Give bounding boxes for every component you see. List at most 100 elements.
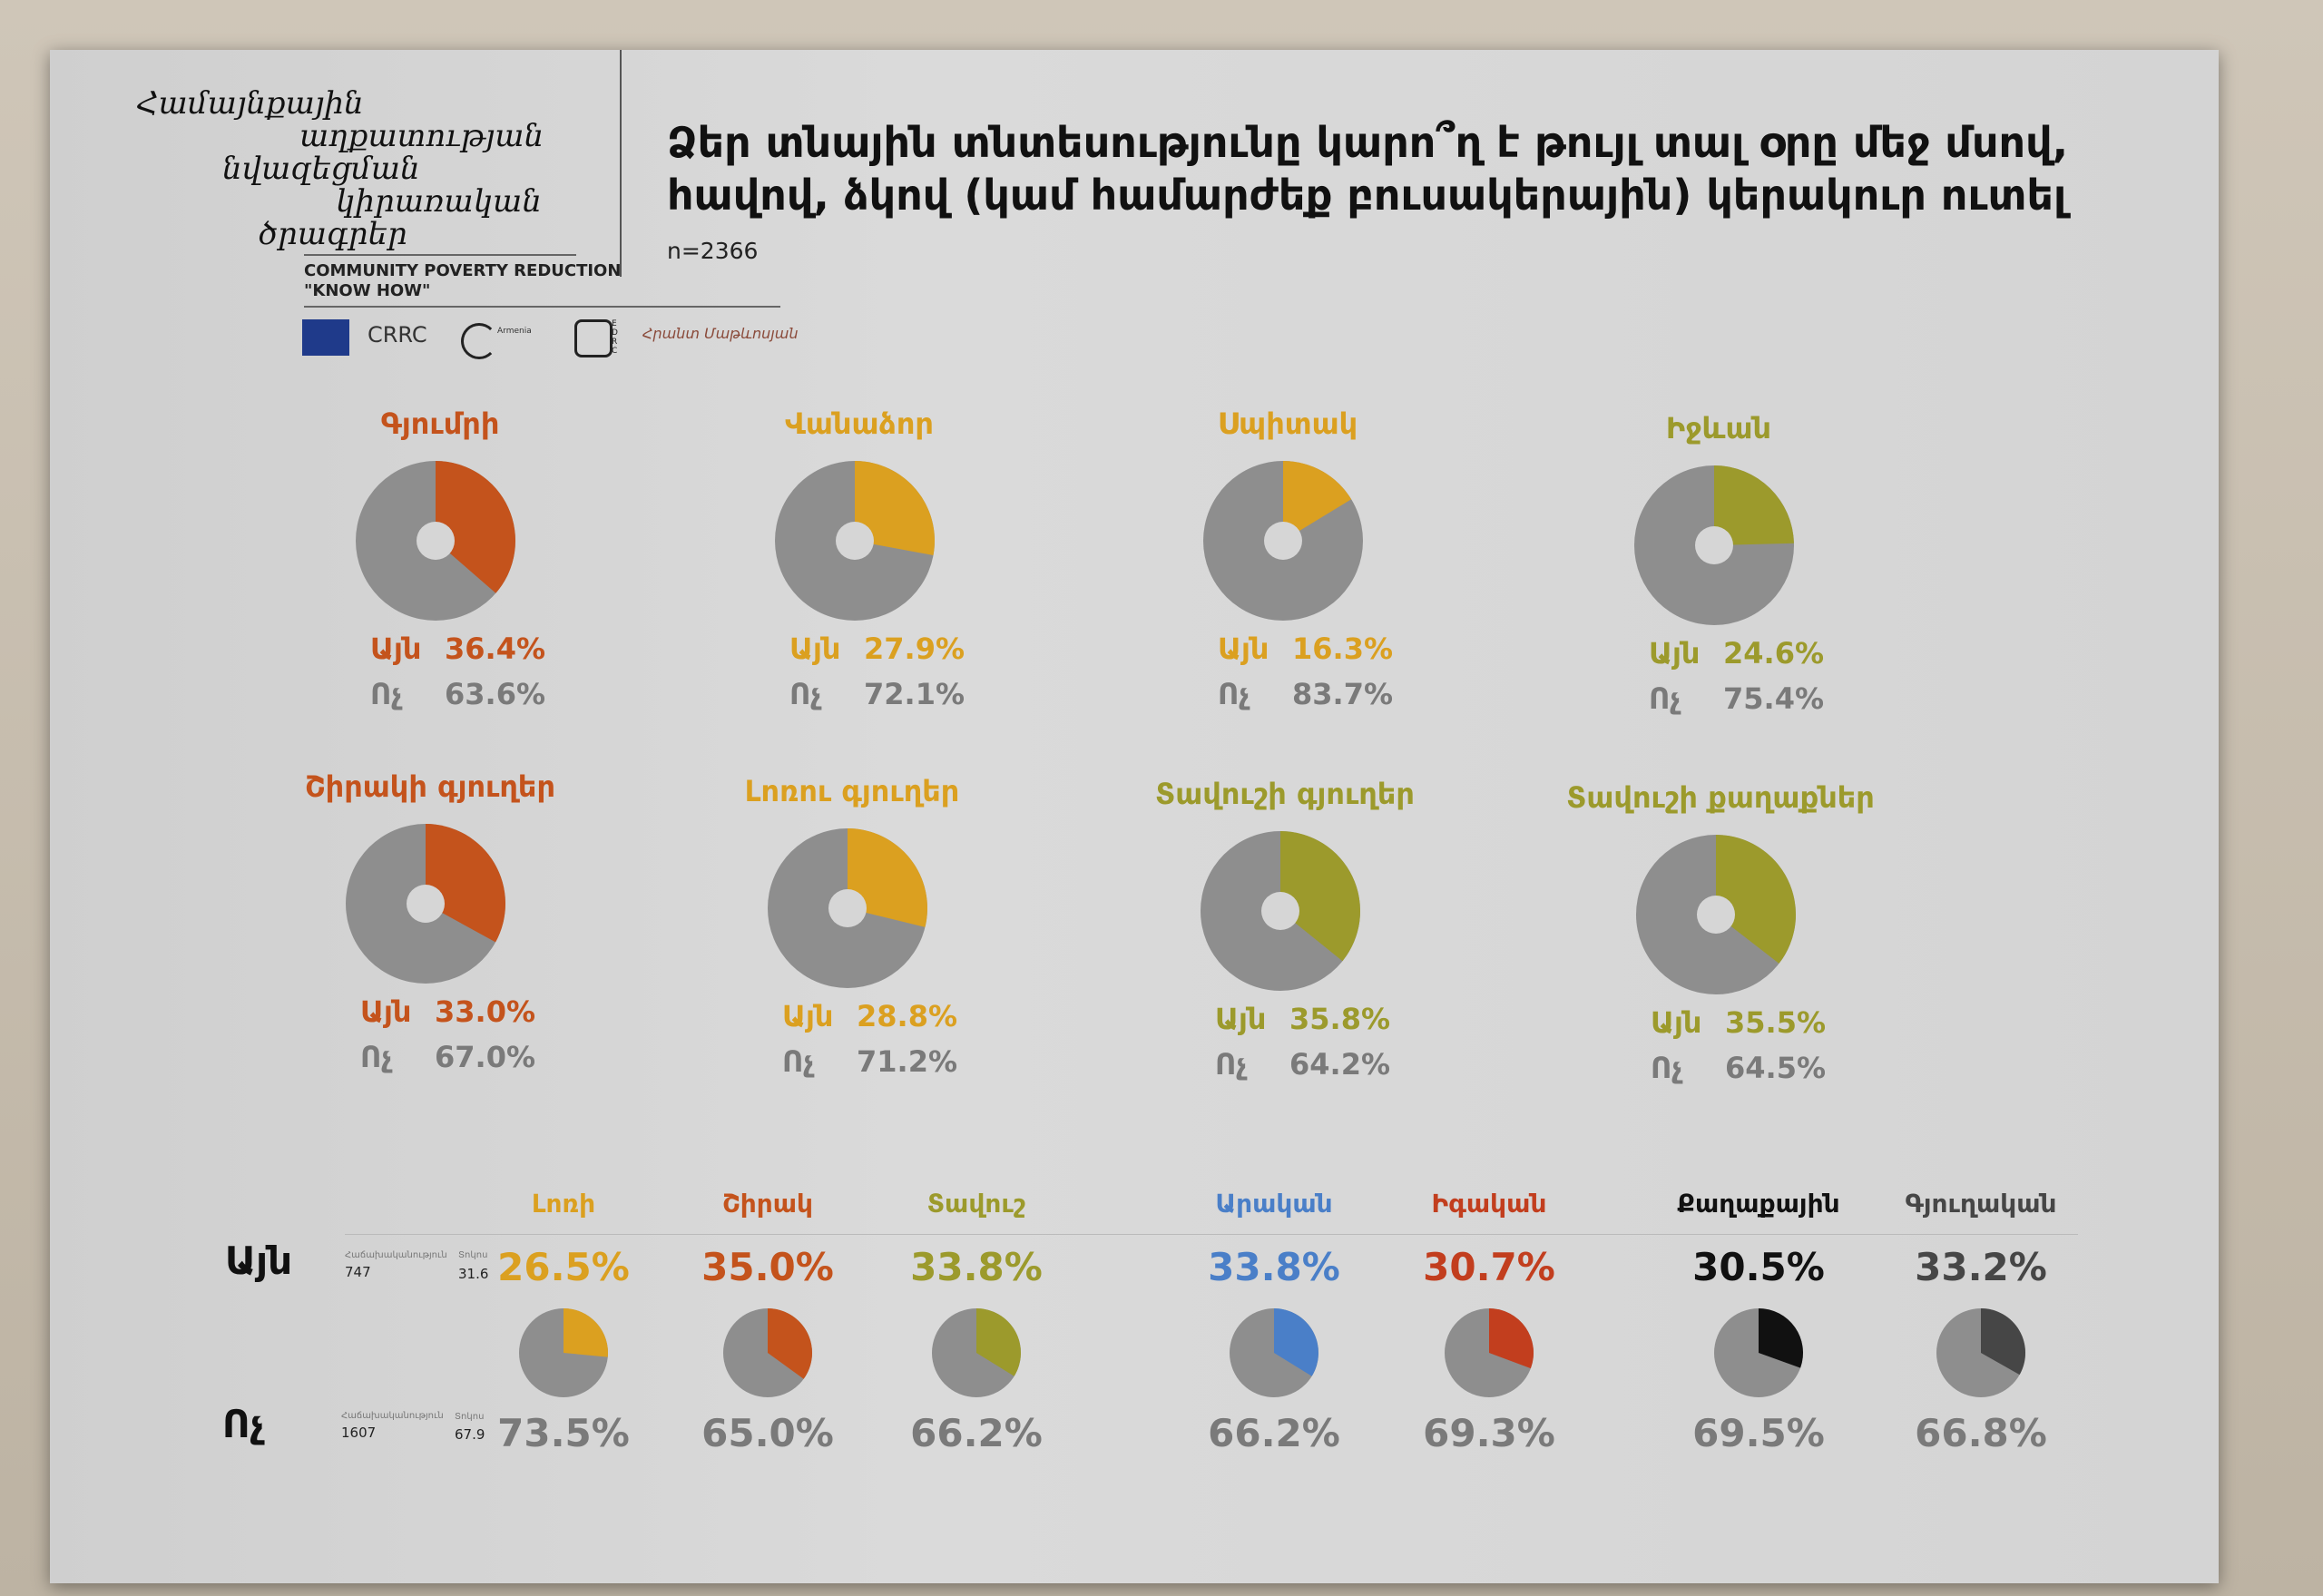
project-name-line-2: "KNOW HOW" [304, 281, 431, 300]
summary-pie-title: Տավուշ [926, 1189, 1026, 1219]
no-value: 64.5% [1725, 1051, 1827, 1085]
poster [50, 50, 2219, 1583]
pie-slice-yes [1274, 1308, 1318, 1376]
pie-slice-yes [564, 1308, 608, 1357]
header-divider [620, 50, 622, 277]
no-percent: 67.9 [455, 1426, 485, 1443]
summary-no-value: 66.2% [910, 1411, 1043, 1455]
donut-hole [828, 889, 867, 927]
yes-freq-header: Հաճախականություն [345, 1250, 447, 1260]
no-value: 72.1% [864, 677, 965, 711]
eu-flag-logo [302, 319, 349, 356]
no-frequency: 1607 [341, 1425, 377, 1441]
pie-slice-yes [1714, 465, 1794, 545]
donut-hole [417, 522, 455, 560]
no-label: Ոչ [1215, 1047, 1248, 1082]
sample-size: n=2366 [667, 238, 759, 264]
no-pct-header: Տոկոս [455, 1412, 485, 1422]
pie-title: Գյումրի [380, 406, 500, 441]
summary-no-value: 69.5% [1692, 1411, 1825, 1455]
pie-title: Վանաձոր [785, 406, 934, 441]
pie-slice-yes [436, 461, 515, 593]
project-logo-line-5: ծրագրեր [259, 216, 407, 252]
divider [304, 254, 576, 256]
yes-percent: 31.6 [458, 1266, 489, 1282]
pie-slice-yes [1759, 1308, 1803, 1368]
summary-yes-value: 33.8% [1208, 1245, 1340, 1289]
summary-pie-title: Գյուղական [1905, 1189, 2057, 1219]
project-logo-line-3: նվազեցման [222, 151, 420, 187]
yes-label: Այն [789, 632, 841, 666]
project-logo-line-1: Համայնքային [136, 85, 364, 122]
summary-yes-value: 30.5% [1692, 1245, 1825, 1289]
donut-hole [1261, 892, 1299, 930]
no-value: 64.2% [1289, 1047, 1391, 1082]
pie-slice-yes [1283, 461, 1352, 541]
pie-slice-yes [855, 461, 935, 555]
project-logo-line-4: կիրառական [336, 183, 542, 220]
yes-frequency: 747 [345, 1264, 371, 1280]
summary-no-value: 66.2% [1208, 1411, 1340, 1455]
summary-no-value: 69.3% [1423, 1411, 1555, 1455]
no-label: Ոչ [1218, 677, 1250, 711]
summary-pie-title: Իգական [1431, 1189, 1547, 1219]
pie-title: Շիրակի գյուղեր [304, 769, 556, 804]
summary-pie-title: Շիրակ [721, 1189, 814, 1219]
project-logo-line-2: աղքատության [299, 118, 544, 154]
summary-pie-title: Արական [1215, 1189, 1333, 1219]
yes-row-label: Այն [225, 1239, 293, 1283]
pie-title: Տավուշի քաղաքներ [1566, 780, 1875, 815]
yes-value: 35.5% [1725, 1005, 1827, 1040]
donut-hole [836, 522, 874, 560]
pie-slice-yes [1981, 1308, 2025, 1376]
summary-pie-title: Լոռի [531, 1189, 596, 1219]
donut-hole [407, 885, 445, 923]
yes-label: Այն [1651, 1005, 1702, 1040]
summary-divider [345, 1234, 2078, 1235]
yes-value: 28.8% [857, 999, 958, 1033]
summary-no-value: 66.8% [1915, 1411, 2047, 1455]
yes-label: Այն [360, 994, 412, 1029]
pie-slice-yes [848, 828, 927, 927]
no-label: Ոչ [1649, 681, 1681, 716]
summary-yes-value: 33.8% [910, 1245, 1043, 1289]
summary-yes-value: 35.0% [701, 1245, 834, 1289]
pie-slice-yes [426, 824, 506, 943]
edrc-logo-text: EDRC [612, 319, 618, 356]
pie-slice-yes [1489, 1308, 1534, 1369]
yes-value: 16.3% [1292, 632, 1394, 666]
yes-value: 33.0% [435, 994, 536, 1029]
yes-value: 24.6% [1723, 636, 1825, 671]
summary-pie-title: Քաղաքային [1677, 1189, 1840, 1219]
pie-slice-yes [976, 1308, 1021, 1376]
summary-yes-value: 26.5% [497, 1245, 630, 1289]
summary-yes-value: 33.2% [1915, 1245, 2047, 1289]
summary-no-value: 73.5% [497, 1411, 630, 1455]
summary-yes-value: 30.7% [1423, 1245, 1555, 1289]
donut-hole [1264, 522, 1302, 560]
yes-label: Այն [1218, 632, 1269, 666]
no-freq-header: Հաճախականություն [341, 1411, 444, 1421]
pie-title: Լոռու գյուղեր [744, 774, 960, 808]
yes-pct-header: Տոկոս [458, 1250, 488, 1260]
no-label: Ոչ [782, 1044, 815, 1079]
yes-label: Այն [782, 999, 834, 1033]
crrc-logo: CRRC [368, 322, 427, 348]
pie-slice-yes [1280, 831, 1361, 962]
project-name-line-1: COMMUNITY POVERTY REDUCTION [304, 261, 622, 280]
divider [304, 306, 780, 308]
donut-hole [1697, 896, 1735, 934]
no-value: 63.6% [445, 677, 546, 711]
no-label: Ոչ [370, 677, 403, 711]
no-row-label: Ոչ [222, 1402, 265, 1446]
yes-label: Այն [1649, 636, 1701, 671]
pie-slice-yes [1716, 835, 1796, 964]
yes-label: Այն [1215, 1002, 1267, 1036]
foundation-logo: Հրանտ Մաթևոսյան [642, 325, 799, 342]
no-value: 71.2% [857, 1044, 958, 1079]
armenia-fund-logo [461, 323, 497, 359]
pie-title: Սպիտակ [1217, 406, 1358, 441]
donut-hole [1695, 526, 1733, 564]
no-label: Ոչ [360, 1040, 393, 1074]
